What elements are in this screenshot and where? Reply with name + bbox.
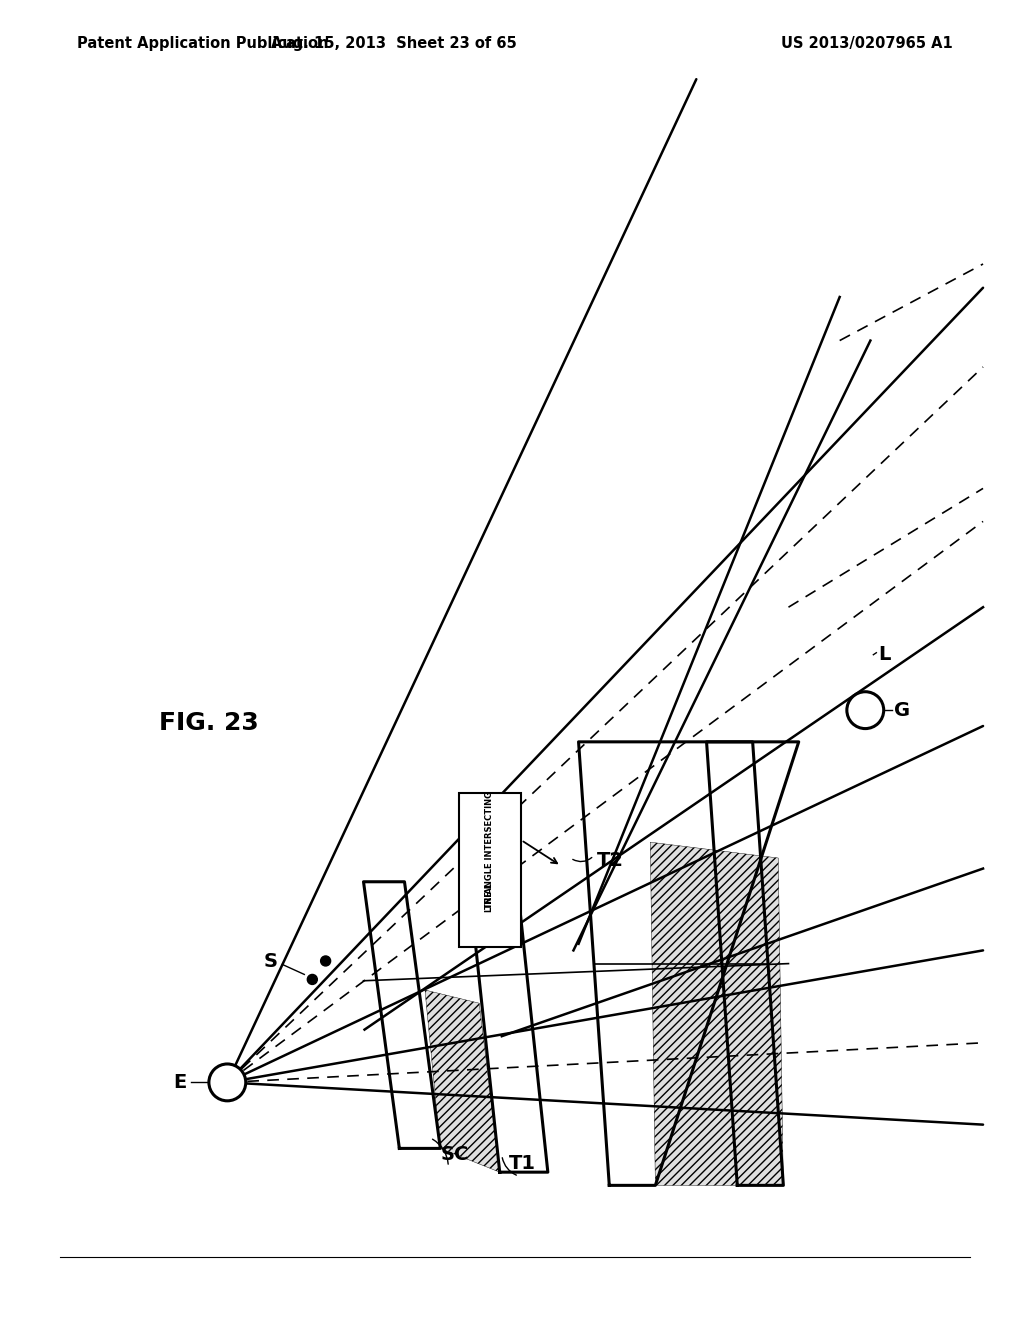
Text: FIG. 23: FIG. 23 — [159, 711, 258, 735]
Circle shape — [307, 974, 317, 985]
Text: S: S — [263, 952, 278, 972]
Text: Patent Application Publication: Patent Application Publication — [77, 36, 329, 50]
Text: T2: T2 — [597, 851, 624, 870]
Circle shape — [209, 1064, 246, 1101]
Polygon shape — [650, 842, 783, 1185]
Text: Aug. 15, 2013  Sheet 23 of 65: Aug. 15, 2013 Sheet 23 of 65 — [271, 36, 517, 50]
Text: US 2013/0207965 A1: US 2013/0207965 A1 — [780, 36, 952, 50]
Circle shape — [847, 692, 884, 729]
Text: T1: T1 — [509, 1154, 536, 1173]
Text: TRIANGLE INTERSECTING: TRIANGLE INTERSECTING — [485, 791, 495, 909]
Text: G: G — [894, 701, 910, 719]
Polygon shape — [425, 990, 500, 1172]
Circle shape — [321, 956, 331, 966]
Text: L: L — [879, 645, 891, 664]
Text: E: E — [174, 1073, 187, 1092]
Text: LINE L: LINE L — [485, 883, 495, 912]
FancyBboxPatch shape — [459, 793, 521, 946]
Text: SC: SC — [440, 1144, 469, 1164]
